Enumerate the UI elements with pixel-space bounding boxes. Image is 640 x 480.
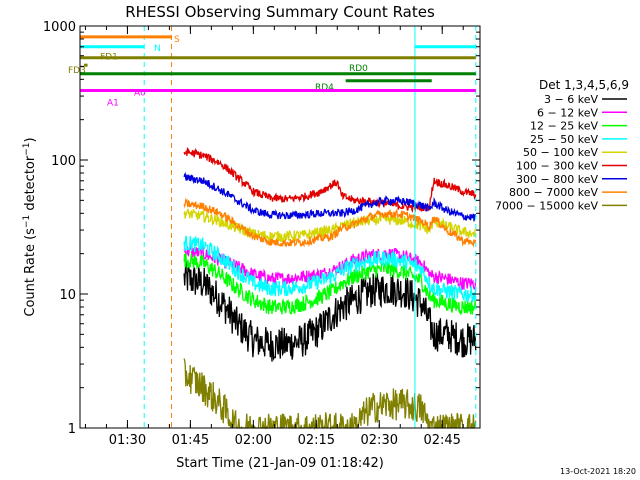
flag-label: A0 — [134, 89, 146, 99]
legend-label: 6 − 12 keV — [537, 106, 598, 119]
x-axis-label: Start Time (21-Jan-09 01:18:42) — [176, 456, 384, 471]
y-axis-label: Count Rate (s−1 detector−1) — [22, 137, 38, 316]
series-line — [183, 197, 477, 248]
legend-label: 25 − 50 keV — [530, 133, 598, 146]
legend-label: 7000 − 15000 keV — [495, 199, 598, 212]
series-line — [183, 208, 477, 243]
y-tick-label: 1 — [68, 422, 76, 437]
x-tick-label: 02:15 — [298, 433, 335, 448]
y-tick-label: 100 — [51, 154, 76, 169]
series-9 — [183, 358, 477, 431]
chart-title: RHESSI Observing Summary Count Rates — [125, 3, 435, 21]
legend-entry: 3 − 6 keV — [544, 93, 627, 106]
legend-entry: 6 − 12 keV — [537, 106, 627, 119]
flag-label: FD3 — [68, 66, 86, 76]
flag-a1: A1 — [107, 98, 119, 108]
flag-n: N — [80, 44, 476, 54]
flag-label: N — [154, 44, 161, 54]
y-label-main: Count Rate (s — [23, 228, 38, 317]
y-label-exp2: −1 — [22, 142, 32, 155]
series-7 — [183, 171, 477, 222]
legend-entry: 50 − 100 keV — [523, 146, 627, 159]
render-timestamp: 13-Oct-2021 18:20 — [560, 467, 636, 476]
x-tick-label: 02:00 — [235, 433, 272, 448]
legend-entry: 800 − 7000 keV — [509, 186, 627, 199]
legend-entry: 7000 − 15000 keV — [495, 199, 627, 212]
flag-rd0: RD0 — [80, 64, 476, 76]
series-line — [183, 358, 477, 431]
x-tick-label: 01:30 — [109, 433, 146, 448]
x-tick-label: 02:45 — [423, 433, 460, 448]
series-1 — [183, 261, 477, 362]
flag-label: FD1 — [100, 53, 118, 63]
legend-label: 800 − 7000 keV — [509, 186, 598, 199]
flag-rd4: RD4 — [315, 79, 432, 93]
legend-label: 100 − 300 keV — [516, 160, 598, 173]
x-tick-label: 01:45 — [172, 433, 209, 448]
series-line — [183, 252, 477, 316]
legend-label: 12 − 25 keV — [530, 120, 598, 133]
legend-entry: 12 − 25 keV — [530, 120, 627, 133]
legend-entry: 25 − 50 keV — [530, 133, 627, 146]
y-tick-label: 10 — [59, 288, 76, 303]
x-tick-label: 02:30 — [361, 433, 398, 448]
legend-entry: 100 − 300 keV — [516, 160, 627, 173]
flag-label: RD0 — [349, 64, 368, 74]
flag-s: S — [80, 35, 180, 45]
legend-label: 300 − 800 keV — [516, 173, 598, 186]
series-line — [183, 235, 477, 304]
y-tick-label: 1000 — [43, 20, 76, 35]
series-6 — [183, 147, 477, 213]
flag-label: RD4 — [315, 83, 334, 93]
series-line — [183, 261, 477, 362]
flag-fd3: FD3 — [68, 63, 88, 76]
plot-frame — [79, 25, 481, 429]
flag-a0: A0 — [80, 89, 476, 99]
y-axis-ticks: 1 10 100 1000 — [43, 20, 480, 437]
y-label-end: ) — [23, 137, 38, 142]
series-5 — [183, 208, 477, 243]
flag-label: S — [174, 35, 180, 45]
series-line — [183, 147, 477, 213]
legend-label: 3 − 6 keV — [544, 93, 598, 106]
flag-fd1: FD1 — [80, 53, 476, 63]
series-3 — [183, 252, 477, 316]
series-8 — [183, 197, 477, 248]
flag-label: A1 — [107, 98, 119, 108]
series-4 — [183, 235, 477, 304]
y-label-exp1: −1 — [22, 215, 32, 228]
legend-label: 50 − 100 keV — [523, 146, 598, 159]
x-axis-ticks: 01:30 01:45 02:00 02:15 02:30 02:45 — [84, 26, 464, 448]
series-line — [183, 171, 477, 222]
plot-area: S N FD1 FD3 RD0 RD4 A0 A1 — [68, 26, 477, 431]
legend-entry: 300 − 800 keV — [516, 173, 627, 186]
legend-title: Det 1,3,4,5,6,9 — [539, 78, 629, 92]
y-label-mid: detector — [23, 155, 38, 215]
